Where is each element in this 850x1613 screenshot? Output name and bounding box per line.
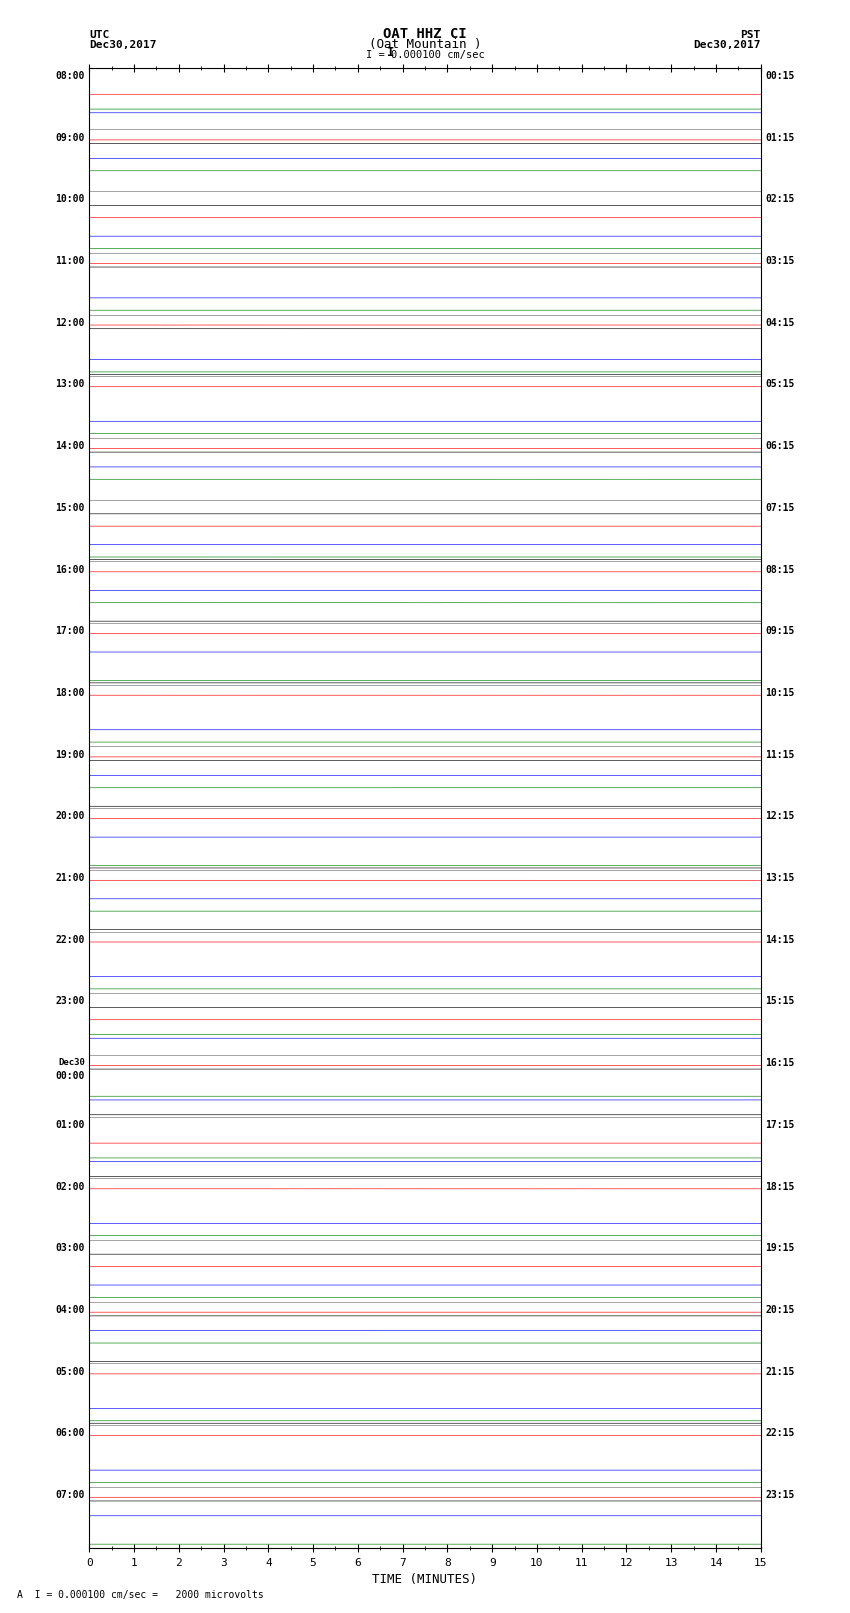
Text: 16:00: 16:00 (55, 565, 85, 574)
Text: 02:15: 02:15 (765, 195, 795, 205)
Text: 09:00: 09:00 (55, 132, 85, 142)
Text: 01:15: 01:15 (765, 132, 795, 142)
Text: 20:15: 20:15 (765, 1305, 795, 1315)
Text: 11:00: 11:00 (55, 256, 85, 266)
Text: Dec30,2017: Dec30,2017 (694, 40, 761, 50)
Text: PST: PST (740, 31, 761, 40)
Text: 15:00: 15:00 (55, 503, 85, 513)
Text: 21:15: 21:15 (765, 1366, 795, 1376)
Text: A  I = 0.000100 cm/sec =   2000 microvolts: A I = 0.000100 cm/sec = 2000 microvolts (17, 1590, 264, 1600)
Text: Dec30,2017: Dec30,2017 (89, 40, 156, 50)
Text: 23:00: 23:00 (55, 997, 85, 1007)
Text: 01:00: 01:00 (55, 1119, 85, 1129)
Text: (Oat Mountain ): (Oat Mountain ) (369, 37, 481, 50)
Text: 00:00: 00:00 (55, 1071, 85, 1081)
Text: 17:15: 17:15 (765, 1119, 795, 1129)
Text: 10:15: 10:15 (765, 689, 795, 698)
Text: 22:00: 22:00 (55, 936, 85, 945)
Text: 23:15: 23:15 (765, 1490, 795, 1500)
Text: 04:15: 04:15 (765, 318, 795, 327)
Text: 08:00: 08:00 (55, 71, 85, 81)
Text: 19:15: 19:15 (765, 1244, 795, 1253)
Text: 16:15: 16:15 (765, 1058, 795, 1068)
Text: 11:15: 11:15 (765, 750, 795, 760)
Text: 06:15: 06:15 (765, 442, 795, 452)
Text: 10:00: 10:00 (55, 195, 85, 205)
Text: 21:00: 21:00 (55, 873, 85, 882)
X-axis label: TIME (MINUTES): TIME (MINUTES) (372, 1573, 478, 1586)
Text: 22:15: 22:15 (765, 1429, 795, 1439)
Text: 12:00: 12:00 (55, 318, 85, 327)
Text: 00:15: 00:15 (765, 71, 795, 81)
Text: 15:15: 15:15 (765, 997, 795, 1007)
Text: 05:00: 05:00 (55, 1366, 85, 1376)
Text: 12:15: 12:15 (765, 811, 795, 821)
Text: 19:00: 19:00 (55, 750, 85, 760)
Text: 18:15: 18:15 (765, 1181, 795, 1192)
Text: 06:00: 06:00 (55, 1429, 85, 1439)
Text: 13:15: 13:15 (765, 873, 795, 882)
Text: 13:00: 13:00 (55, 379, 85, 389)
Text: I = 0.000100 cm/sec: I = 0.000100 cm/sec (366, 50, 484, 60)
Text: 03:15: 03:15 (765, 256, 795, 266)
Text: 09:15: 09:15 (765, 626, 795, 636)
Text: 05:15: 05:15 (765, 379, 795, 389)
Text: 02:00: 02:00 (55, 1181, 85, 1192)
Text: UTC: UTC (89, 31, 110, 40)
Text: 14:15: 14:15 (765, 936, 795, 945)
Text: 20:00: 20:00 (55, 811, 85, 821)
Text: 07:00: 07:00 (55, 1490, 85, 1500)
Text: 18:00: 18:00 (55, 689, 85, 698)
Text: 03:00: 03:00 (55, 1244, 85, 1253)
Text: I: I (388, 45, 394, 58)
Text: OAT HHZ CI: OAT HHZ CI (383, 27, 467, 40)
Text: 08:15: 08:15 (765, 565, 795, 574)
Text: 14:00: 14:00 (55, 442, 85, 452)
Text: Dec30: Dec30 (58, 1058, 85, 1068)
Text: 17:00: 17:00 (55, 626, 85, 636)
Text: 04:00: 04:00 (55, 1305, 85, 1315)
Text: 07:15: 07:15 (765, 503, 795, 513)
